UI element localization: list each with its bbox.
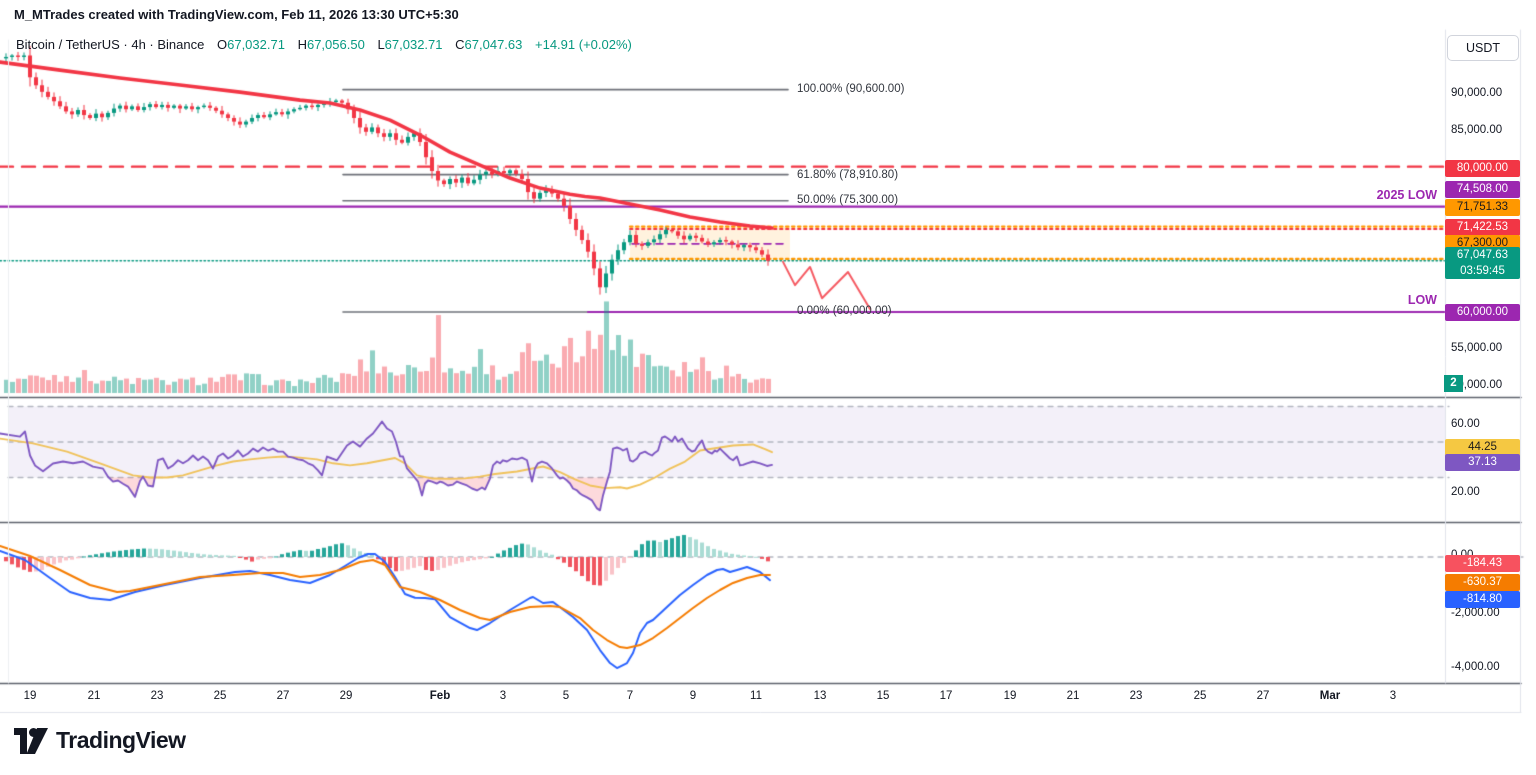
symbol-legend[interactable]: Bitcoin / TetherUS · 4h · Binance O67,03… <box>16 37 632 52</box>
price-gridline: 60.00 <box>1451 418 1480 430</box>
price-gridline: 55,000.00 <box>1451 342 1503 354</box>
price-badge: 44.25 <box>1445 438 1520 456</box>
time-axis-label[interactable]: 19 <box>23 690 37 702</box>
currency-button[interactable]: USDT <box>1447 35 1519 61</box>
time-axis-label[interactable]: 27 <box>1256 690 1270 702</box>
time-axis-label[interactable]: 21 <box>1066 690 1080 702</box>
high-label: H <box>297 37 307 52</box>
low-value: 67,032.71 <box>384 37 443 52</box>
time-axis-label[interactable]: 17 <box>939 690 953 702</box>
open-label: O <box>216 37 228 52</box>
time-axis-label[interactable]: 25 <box>213 690 227 702</box>
time-axis-label[interactable]: 5 <box>562 690 570 702</box>
price-badge: 67,047.63 03:59:45 <box>1445 247 1520 279</box>
price-gridline: -4,000.00 <box>1451 661 1500 673</box>
volume-value-badge: 2 <box>1444 375 1463 392</box>
time-axis-label[interactable]: Mar <box>1319 690 1341 702</box>
fib-level-label: 100.00% (90,600.00) <box>797 83 905 95</box>
time-axis-label[interactable]: 23 <box>1129 690 1143 702</box>
price-badge: -814.80 <box>1445 590 1520 608</box>
support-low-label: 2025 LOW <box>1376 188 1437 202</box>
price-badge: 80,000.00 <box>1445 159 1520 177</box>
time-axis-label[interactable]: 13 <box>813 690 827 702</box>
price-badge: -630.37 <box>1445 573 1520 591</box>
time-axis-label[interactable]: 27 <box>276 690 290 702</box>
time-axis-label[interactable]: Feb <box>429 690 451 702</box>
credit-text: M_MTrades created with TradingView.com, … <box>14 7 459 22</box>
support-low-label: LOW <box>1407 293 1437 307</box>
close-value: 67,047.63 <box>464 37 523 52</box>
time-axis-label[interactable]: 3 <box>1389 690 1397 702</box>
change-value: +14.91 (+0.02%) <box>535 37 632 52</box>
price-badge: 74,508.00 <box>1445 180 1520 198</box>
price-badge: 37.13 <box>1445 453 1520 471</box>
price-gridline: 85,000.00 <box>1451 124 1503 136</box>
price-badge: 71,422.53 <box>1445 218 1520 236</box>
price-badge: 71,751.33 <box>1445 198 1520 216</box>
tradingview-logo-icon <box>14 727 48 754</box>
open-value: 67,032.71 <box>227 37 285 52</box>
time-axis-label[interactable]: 21 <box>87 690 101 702</box>
fib-level-label: 50.00% (75,300.00) <box>797 194 899 206</box>
time-axis-label[interactable]: 29 <box>339 690 353 702</box>
high-value: 67,056.50 <box>306 37 365 52</box>
time-axis-label[interactable]: 11 <box>750 690 762 702</box>
price-gridline: 90,000.00 <box>1451 87 1503 99</box>
time-axis-label[interactable]: 9 <box>689 690 697 702</box>
time-axis-label[interactable]: 15 <box>876 690 890 702</box>
fib-level-label: 61.80% (78,910.80) <box>797 169 899 181</box>
price-gridline: -2,000.00 <box>1451 607 1500 619</box>
time-axis-label[interactable]: 3 <box>499 690 507 702</box>
symbol-title[interactable]: Bitcoin / TetherUS · 4h · Binance <box>16 37 205 52</box>
tradingview-attribution[interactable]: TradingView <box>14 727 186 754</box>
tradingview-brand-text: TradingView <box>56 727 186 753</box>
time-axis-label[interactable]: 25 <box>1193 690 1207 702</box>
low-label: L <box>377 37 385 52</box>
close-label: C <box>455 37 465 52</box>
price-badge: -184.43 <box>1445 554 1520 572</box>
price-gridline-covered: 50,000.00 <box>1451 379 1503 391</box>
fib-level-label: 0.00% (60,000.00) <box>797 305 892 317</box>
time-axis-label[interactable]: 19 <box>1003 690 1017 702</box>
time-axis-label[interactable]: 23 <box>150 690 164 702</box>
time-axis-label[interactable]: 7 <box>626 690 634 702</box>
price-badge: 60,000.00 <box>1445 303 1520 321</box>
price-gridline: 20.00 <box>1451 486 1480 498</box>
